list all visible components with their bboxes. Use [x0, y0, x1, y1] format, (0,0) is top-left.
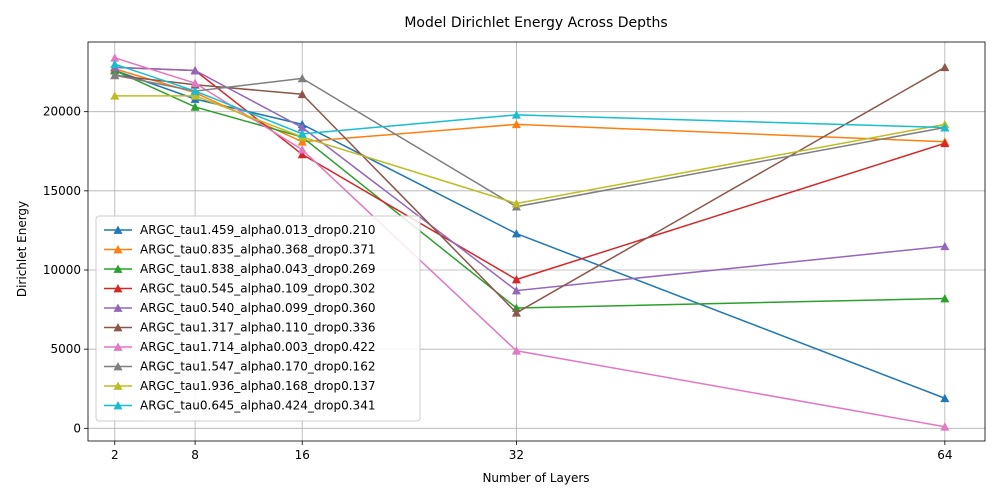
legend-label: ARGC_tau1.317_alpha0.110_drop0.336	[140, 321, 375, 335]
data-point	[511, 199, 521, 208]
legend-label: ARGC_tau0.835_alpha0.368_drop0.371	[140, 243, 375, 257]
legend-label: ARGC_tau1.714_alpha0.003_drop0.422	[140, 340, 375, 354]
x-tick-label: 16	[295, 448, 310, 462]
series-line	[114, 74, 945, 208]
data-point	[297, 145, 307, 154]
y-tick-label: 10000	[43, 263, 81, 277]
plot-frame	[87, 41, 986, 442]
series-2	[110, 64, 950, 146]
series-layer	[110, 53, 950, 431]
series-7	[110, 53, 950, 431]
legend-item: ARGC_tau1.547_alpha0.170_drop0.162	[104, 360, 375, 374]
data-point	[190, 91, 200, 100]
data-point	[511, 119, 521, 129]
data-point	[190, 102, 200, 111]
data-point	[297, 123, 307, 132]
data-point	[940, 123, 950, 132]
series-line	[114, 63, 945, 135]
legend-marker	[113, 264, 123, 273]
legend-label: ARGC_tau0.540_alpha0.099_drop0.360	[140, 301, 375, 315]
legend-item: ARGC_tau0.545_alpha0.109_drop0.302	[104, 282, 375, 296]
legend-marker	[113, 362, 123, 371]
legend-item: ARGC_tau1.714_alpha0.003_drop0.422	[104, 340, 375, 354]
data-point	[511, 286, 521, 295]
data-point	[940, 393, 950, 403]
legend: ARGC_tau1.459_alpha0.013_drop0.210 ARGC_t…	[95, 215, 421, 422]
chart-title: Model Dirichlet Energy Across Depths	[404, 15, 667, 31]
data-point	[110, 59, 120, 68]
x-tick-label: 64	[937, 448, 952, 462]
legend-box	[95, 215, 421, 422]
data-point	[940, 241, 950, 251]
data-point	[940, 62, 950, 72]
data-point	[297, 149, 307, 159]
legend-marker	[113, 284, 123, 293]
legend-label: ARGC_tau1.936_alpha0.168_drop0.137	[140, 379, 375, 393]
data-point	[940, 138, 950, 148]
legend-marker	[113, 381, 123, 390]
legend-item: ARGC_tau0.540_alpha0.099_drop0.360	[104, 301, 375, 315]
data-point	[940, 294, 950, 303]
legend-marker	[113, 323, 123, 332]
legend-item: ARGC_tau1.317_alpha0.110_drop0.336	[104, 321, 375, 335]
legend-item: ARGC_tau1.459_alpha0.013_drop0.210	[104, 223, 375, 237]
legend-label: ARGC_tau1.838_alpha0.043_drop0.269	[140, 262, 375, 276]
x-axis-label: Number of Layers	[482, 471, 589, 485]
legend-item: ARGC_tau1.838_alpha0.043_drop0.269	[104, 262, 375, 276]
legend-label: ARGC_tau0.645_alpha0.424_drop0.341	[140, 399, 375, 413]
legend-label: ARGC_tau1.459_alpha0.013_drop0.210	[140, 223, 375, 237]
y-tick-label: 5000	[50, 342, 81, 356]
y-tick-label: 20000	[43, 105, 81, 119]
y-axis-ticks: 0 5000 10000 15000 20000	[43, 105, 88, 435]
y-axis-label: Dirichlet Energy	[15, 201, 29, 297]
data-point	[110, 91, 120, 100]
legend-label: ARGC_tau1.547_alpha0.170_drop0.162	[140, 360, 375, 374]
legend-marker	[113, 303, 123, 312]
legend-marker	[113, 245, 123, 254]
x-axis-ticks: 2 8 16 32 64	[111, 441, 952, 462]
data-point	[297, 73, 307, 83]
data-point	[511, 346, 521, 355]
legend-item: ARGC_tau0.835_alpha0.368_drop0.371	[104, 243, 375, 257]
legend-label: ARGC_tau0.545_alpha0.109_drop0.302	[140, 282, 375, 296]
data-point	[190, 78, 200, 87]
legend-item: ARGC_tau0.645_alpha0.424_drop0.341	[104, 399, 375, 413]
data-point	[297, 89, 307, 99]
legend-marker	[113, 401, 123, 410]
data-point	[110, 53, 120, 62]
data-point	[297, 137, 307, 146]
legend-item: ARGC_tau1.936_alpha0.168_drop0.137	[104, 379, 375, 393]
data-point	[511, 308, 521, 317]
y-tick-label: 0	[73, 421, 81, 435]
series-10	[110, 59, 950, 138]
data-point	[511, 110, 521, 119]
data-point	[297, 129, 307, 138]
legend-marker	[113, 342, 123, 351]
y-tick-label: 15000	[43, 184, 81, 198]
data-point	[190, 86, 200, 95]
x-tick-label: 8	[191, 448, 199, 462]
x-tick-label: 2	[111, 448, 119, 462]
legend-marker	[113, 225, 123, 234]
data-point	[940, 422, 950, 431]
data-point	[511, 275, 521, 284]
data-point	[190, 66, 200, 75]
data-point	[110, 70, 120, 80]
series-5	[110, 62, 950, 295]
data-point	[511, 229, 521, 238]
x-tick-label: 32	[509, 448, 524, 462]
